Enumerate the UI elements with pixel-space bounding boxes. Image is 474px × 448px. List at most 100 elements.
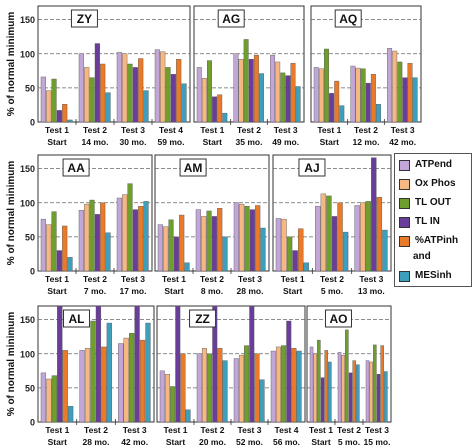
legend-item-tlout: TL OUT bbox=[399, 197, 451, 209]
category-label: Test 2 bbox=[84, 425, 108, 435]
bar-al-tl-out-test-3 bbox=[129, 333, 135, 423]
bar-aa-atpend-test-3 bbox=[116, 197, 122, 272]
bar-ag-tl-in-test-3 bbox=[285, 75, 291, 123]
category-label: Test 1 bbox=[45, 425, 69, 435]
bar-ag-atpinh-test-3 bbox=[290, 63, 296, 123]
bar-ao-tl-out-test-2 bbox=[345, 329, 349, 423]
bar-ao-tl-out-test-3 bbox=[373, 344, 377, 423]
bar-aq-tl-out-test-1 bbox=[324, 48, 329, 123]
bar-am-mesinh-test-3 bbox=[260, 227, 266, 272]
bar-zz-atpinh-test-1 bbox=[180, 353, 186, 423]
bar-zz-tl-in-test-3 bbox=[249, 305, 255, 423]
bar-am-ox-phos-test-2 bbox=[201, 216, 207, 272]
panel-zz: Test 1 Start Test 2 20 mo. Test 3 52 mo. Test … bbox=[156, 305, 306, 447]
panel-title-box bbox=[189, 309, 217, 328]
bar-aj-atpend-test-2 bbox=[315, 205, 321, 272]
bar-al-atpend-test-1 bbox=[40, 372, 47, 423]
bar-aj-mesinh-test-3 bbox=[382, 229, 388, 272]
category-sublabel: Start bbox=[48, 437, 68, 447]
bar-ao-mesinh-test-3 bbox=[384, 371, 388, 423]
bar-ao-ox-phos-test-2 bbox=[341, 354, 345, 423]
bar-aa-atpinh-test-2 bbox=[100, 202, 106, 272]
bar-aq-atpend-test-2 bbox=[350, 65, 356, 123]
bar-zy-ox-phos-test-2 bbox=[84, 67, 90, 123]
category-label: Test 3 bbox=[123, 425, 147, 435]
y-axis-label: % of normal minimum bbox=[6, 312, 17, 417]
bar-aj-tl-out-test-3 bbox=[365, 201, 371, 272]
bar-aa-atpinh-test-1 bbox=[62, 225, 68, 272]
bar-zz-mesinh-test-3 bbox=[259, 379, 265, 423]
bar-zy-ox-phos-test-4 bbox=[160, 51, 166, 123]
bar-am-tl-out-test-3 bbox=[244, 205, 250, 272]
bar-aq-tl-in-test-2 bbox=[365, 82, 371, 123]
panel-title: ZY bbox=[77, 12, 92, 26]
bar-zy-atpend-test-4 bbox=[154, 49, 160, 123]
legend-label-tlout: TL OUT bbox=[415, 197, 451, 208]
bar-aj-tl-in-test-3 bbox=[371, 157, 377, 272]
category-sublabel: 7 mo. bbox=[84, 286, 106, 296]
panel-title: AG bbox=[222, 12, 240, 26]
bar-al-tl-in-test-3 bbox=[134, 305, 140, 423]
panel-title-box bbox=[63, 309, 91, 328]
bar-ao-tl-out-test-1 bbox=[317, 339, 321, 423]
bar-ao-ox-phos-test-1 bbox=[313, 353, 317, 423]
bar-ag-mesinh-test-2 bbox=[259, 73, 264, 123]
legend-item-mesinh: MESinh bbox=[399, 270, 452, 282]
bar-aq-atpend-test-1 bbox=[313, 67, 319, 123]
category-sublabel: 42 mo. bbox=[389, 137, 416, 147]
bar-aa-mesinh-test-3 bbox=[143, 201, 149, 272]
panel-title: AQ bbox=[339, 12, 357, 26]
legend-swatch-tlin bbox=[399, 217, 410, 228]
bar-aj-atpinh-test-2 bbox=[337, 202, 343, 272]
category-label: Test 2 bbox=[320, 274, 344, 284]
legend-swatch-mesinh bbox=[399, 271, 410, 282]
bar-zy-tl-in-test-2 bbox=[94, 43, 100, 123]
category-label: Test 1 bbox=[162, 274, 186, 284]
bar-ag-tl-in-test-1 bbox=[212, 96, 218, 123]
category-sublabel: 59 mo. bbox=[158, 137, 185, 147]
bar-ag-atpend-test-1 bbox=[196, 67, 202, 123]
bar-zz-atpinh-test-2 bbox=[217, 348, 223, 423]
category-label: Test 3 bbox=[121, 274, 145, 284]
bar-zz-mesinh-test-1 bbox=[185, 409, 191, 423]
bar-al-tl-out-test-1 bbox=[51, 375, 57, 423]
panel-am: Test 1 Start Test 2 8 mo. Test 3 28 mo. AM bbox=[154, 154, 270, 296]
category-sublabel: 15 mo. bbox=[364, 437, 391, 447]
bar-al-mesinh-test-2 bbox=[106, 322, 112, 423]
category-sublabel: Start bbox=[164, 286, 184, 296]
bar-aa-tl-out-test-3 bbox=[127, 183, 133, 272]
bar-zy-atpend-test-2 bbox=[78, 53, 84, 123]
category-label: Test 4 bbox=[275, 425, 299, 435]
bar-aj-atpinh-test-1 bbox=[298, 228, 304, 272]
bar-aa-atpend-test-1 bbox=[40, 218, 46, 272]
bar-zz-tl-out-test-4 bbox=[281, 345, 287, 423]
panel-ao: Test 1 Start Test 2 5 mo. Test 3 15 mo. AO bbox=[306, 305, 392, 447]
legend-item-tlin: TL IN bbox=[399, 216, 440, 228]
legend-item-oxphos: Ox Phos bbox=[399, 178, 456, 190]
bar-aq-mesinh-test-1 bbox=[339, 105, 345, 123]
bar-aq-ox-phos-test-2 bbox=[355, 67, 361, 123]
bar-zy-atpinh-test-4 bbox=[176, 59, 182, 123]
category-label: Test 2 bbox=[201, 425, 225, 435]
legend-item-atpend: ATPend bbox=[399, 159, 452, 171]
bar-zz-atpend-test-2 bbox=[196, 353, 202, 423]
bar-ag-mesinh-test-1 bbox=[222, 112, 228, 123]
panel-aj: Test 1 Start Test 2 5 mo. Test 3 13 mo. AJ bbox=[272, 154, 392, 296]
bar-zz-mesinh-test-4 bbox=[296, 350, 302, 423]
bar-ao-atpend-test-3 bbox=[365, 360, 370, 423]
category-sublabel: 49 mo. bbox=[272, 137, 299, 147]
y-axis-label: % of normal minimum bbox=[6, 12, 17, 117]
panel-title-box bbox=[334, 9, 362, 28]
category-sublabel: Start bbox=[203, 137, 223, 147]
panel-zy: 0 50 100 150 Test 1 Start Test 2 14 mo. Test 3 30… bbox=[6, 5, 191, 147]
bar-ag-atpinh-test-2 bbox=[253, 54, 259, 123]
bar-zy-tl-out-test-3 bbox=[127, 63, 133, 123]
category-label: Test 2 bbox=[83, 274, 107, 284]
bar-zz-atpinh-test-4 bbox=[291, 348, 297, 423]
bar-zz-ox-phos-test-3 bbox=[238, 354, 244, 423]
bar-am-tl-in-test-3 bbox=[249, 209, 255, 272]
bar-aj-ox-phos-test-3 bbox=[360, 202, 366, 272]
legend-item-atpinh: %ATPinh bbox=[399, 235, 458, 247]
bar-zy-atpinh-test-2 bbox=[100, 63, 106, 123]
category-sublabel: 17 mo. bbox=[120, 286, 147, 296]
